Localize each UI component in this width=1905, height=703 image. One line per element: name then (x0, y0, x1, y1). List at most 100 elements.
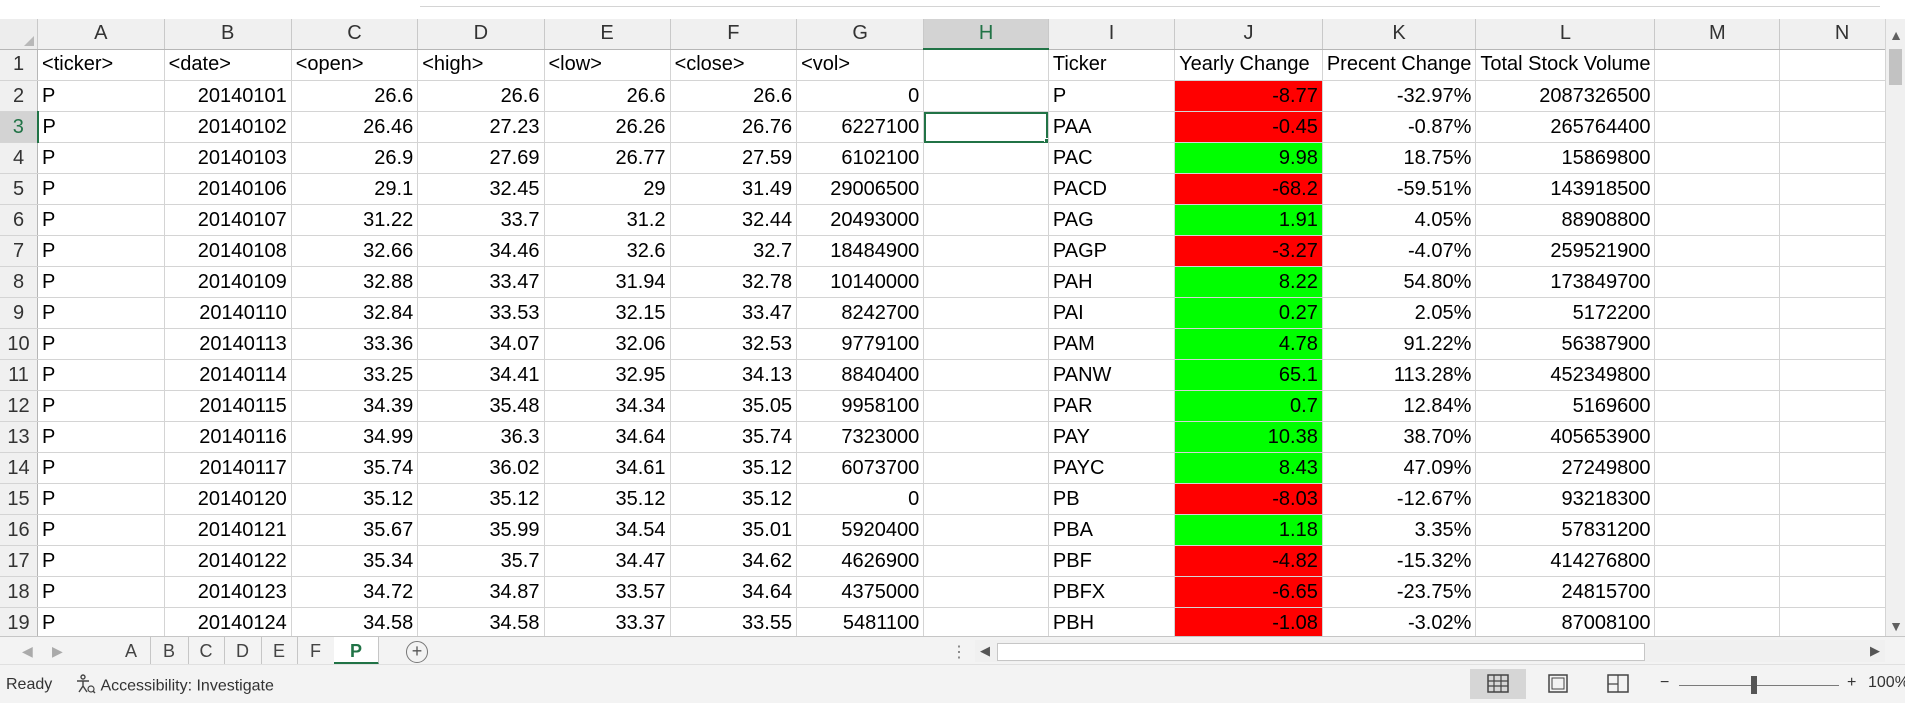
cell-b16[interactable]: 20140121 (164, 514, 292, 546)
cell-g14[interactable]: 6073700 (796, 452, 925, 484)
cell-m11[interactable] (1654, 359, 1781, 391)
scroll-left-icon[interactable]: ◀ (980, 643, 990, 658)
cell-d2[interactable]: 26.6 (417, 80, 545, 112)
cell-m18[interactable] (1654, 576, 1781, 608)
cell-l2[interactable]: 2087326500 (1475, 80, 1656, 112)
cell-l4[interactable]: 15869800 (1475, 142, 1656, 174)
cell-l17[interactable]: 414276800 (1475, 545, 1656, 577)
cell-n4[interactable] (1779, 142, 1905, 174)
row-header[interactable]: 18 (0, 576, 39, 608)
cell-i14[interactable]: PAYC (1048, 452, 1176, 484)
cell-e17[interactable]: 34.47 (544, 545, 671, 577)
cell-i17[interactable]: PBF (1048, 545, 1176, 577)
cell-h14[interactable] (923, 452, 1049, 484)
cell-f11[interactable]: 34.13 (670, 359, 798, 391)
cell-m16[interactable] (1654, 514, 1781, 546)
cell-b11[interactable]: 20140114 (164, 359, 292, 391)
cell-l15[interactable]: 93218300 (1475, 483, 1656, 515)
cell-a15[interactable]: P (37, 483, 165, 515)
cell-e6[interactable]: 31.2 (544, 204, 671, 236)
cell-c11[interactable]: 33.25 (291, 359, 419, 391)
row-header[interactable]: 12 (0, 390, 39, 422)
cell-k7[interactable]: -4.07% (1322, 235, 1477, 267)
cell-k13[interactable]: 38.70% (1322, 421, 1477, 453)
row-header[interactable]: 17 (0, 545, 39, 577)
cell-k1[interactable]: Precent Change (1322, 49, 1477, 81)
cell-f9[interactable]: 33.47 (670, 297, 798, 329)
cell-f3[interactable]: 26.76 (670, 111, 798, 143)
sheet-tab-p[interactable]: P (334, 637, 379, 665)
cell-c18[interactable]: 34.72 (291, 576, 419, 608)
cell-k8[interactable]: 54.80% (1322, 266, 1477, 298)
row-header[interactable]: 6 (0, 204, 39, 236)
tab-split-handle-icon[interactable]: ⋮ (951, 644, 967, 661)
cell-k11[interactable]: 113.28% (1322, 359, 1477, 391)
cell-c4[interactable]: 26.9 (291, 142, 419, 174)
cell-e16[interactable]: 34.54 (544, 514, 671, 546)
sheet-tab-d[interactable]: D (224, 637, 262, 665)
cell-n15[interactable] (1779, 483, 1905, 515)
cell-e11[interactable]: 32.95 (544, 359, 671, 391)
cell-e9[interactable]: 32.15 (544, 297, 671, 329)
cell-d9[interactable]: 33.53 (417, 297, 545, 329)
cell-j2[interactable]: -8.77 (1174, 80, 1323, 112)
zoom-out-button[interactable]: − (1660, 674, 1670, 691)
cell-k2[interactable]: -32.97% (1322, 80, 1477, 112)
cell-f17[interactable]: 34.62 (670, 545, 798, 577)
cell-j12[interactable]: 0.7 (1174, 390, 1323, 422)
cell-a7[interactable]: P (37, 235, 165, 267)
cell-i15[interactable]: PB (1048, 483, 1176, 515)
cell-d16[interactable]: 35.99 (417, 514, 545, 546)
cell-i9[interactable]: PAI (1048, 297, 1176, 329)
cell-j15[interactable]: -8.03 (1174, 483, 1323, 515)
cell-g16[interactable]: 5920400 (796, 514, 925, 546)
cell-b18[interactable]: 20140123 (164, 576, 292, 608)
cell-f19[interactable]: 33.55 (670, 607, 798, 636)
cell-l13[interactable]: 405653900 (1475, 421, 1656, 453)
cell-j18[interactable]: -6.65 (1174, 576, 1323, 608)
normal-view-button[interactable] (1470, 669, 1526, 699)
cell-g5[interactable]: 29006500 (796, 173, 925, 205)
column-header-m[interactable]: M (1654, 19, 1781, 50)
cell-b17[interactable]: 20140122 (164, 545, 292, 577)
cell-i6[interactable]: PAG (1048, 204, 1176, 236)
cell-m19[interactable] (1654, 607, 1781, 636)
cell-g9[interactable]: 8242700 (796, 297, 925, 329)
cell-n11[interactable] (1779, 359, 1905, 391)
cell-n3[interactable] (1779, 111, 1905, 143)
cell-a8[interactable]: P (37, 266, 165, 298)
cell-c9[interactable]: 32.84 (291, 297, 419, 329)
scroll-right-icon[interactable]: ▶ (1870, 643, 1880, 658)
accessibility-button[interactable]: Accessibility: Investigate (74, 674, 274, 699)
vertical-scroll-thumb[interactable] (1889, 49, 1902, 85)
cell-b13[interactable]: 20140116 (164, 421, 292, 453)
page-layout-view-button[interactable] (1530, 669, 1586, 699)
cell-m4[interactable] (1654, 142, 1781, 174)
cell-b3[interactable]: 20140102 (164, 111, 292, 143)
cell-c2[interactable]: 26.6 (291, 80, 419, 112)
cell-j3[interactable]: -0.45 (1174, 111, 1323, 143)
cell-c3[interactable]: 26.46 (291, 111, 419, 143)
cell-h10[interactable] (923, 328, 1049, 360)
scroll-up-icon[interactable]: ▲ (1889, 27, 1903, 43)
cell-j1[interactable]: Yearly Change (1174, 49, 1323, 81)
cell-h7[interactable] (923, 235, 1049, 267)
cell-l7[interactable]: 259521900 (1475, 235, 1656, 267)
cell-g3[interactable]: 6227100 (796, 111, 925, 143)
cell-f10[interactable]: 32.53 (670, 328, 798, 360)
cell-h3[interactable] (923, 111, 1049, 143)
cell-n2[interactable] (1779, 80, 1905, 112)
zoom-slider-knob[interactable] (1751, 676, 1757, 694)
cell-e4[interactable]: 26.77 (544, 142, 671, 174)
cell-j13[interactable]: 10.38 (1174, 421, 1323, 453)
cell-e7[interactable]: 32.6 (544, 235, 671, 267)
cell-m13[interactable] (1654, 421, 1781, 453)
sheet-tab-a[interactable]: A (112, 637, 151, 665)
cell-b6[interactable]: 20140107 (164, 204, 292, 236)
sheet-tab-b[interactable]: B (150, 637, 189, 665)
cell-m9[interactable] (1654, 297, 1781, 329)
zoom-in-button[interactable]: + (1847, 674, 1857, 691)
cell-m6[interactable] (1654, 204, 1781, 236)
cell-e2[interactable]: 26.6 (544, 80, 671, 112)
cell-g6[interactable]: 20493000 (796, 204, 925, 236)
